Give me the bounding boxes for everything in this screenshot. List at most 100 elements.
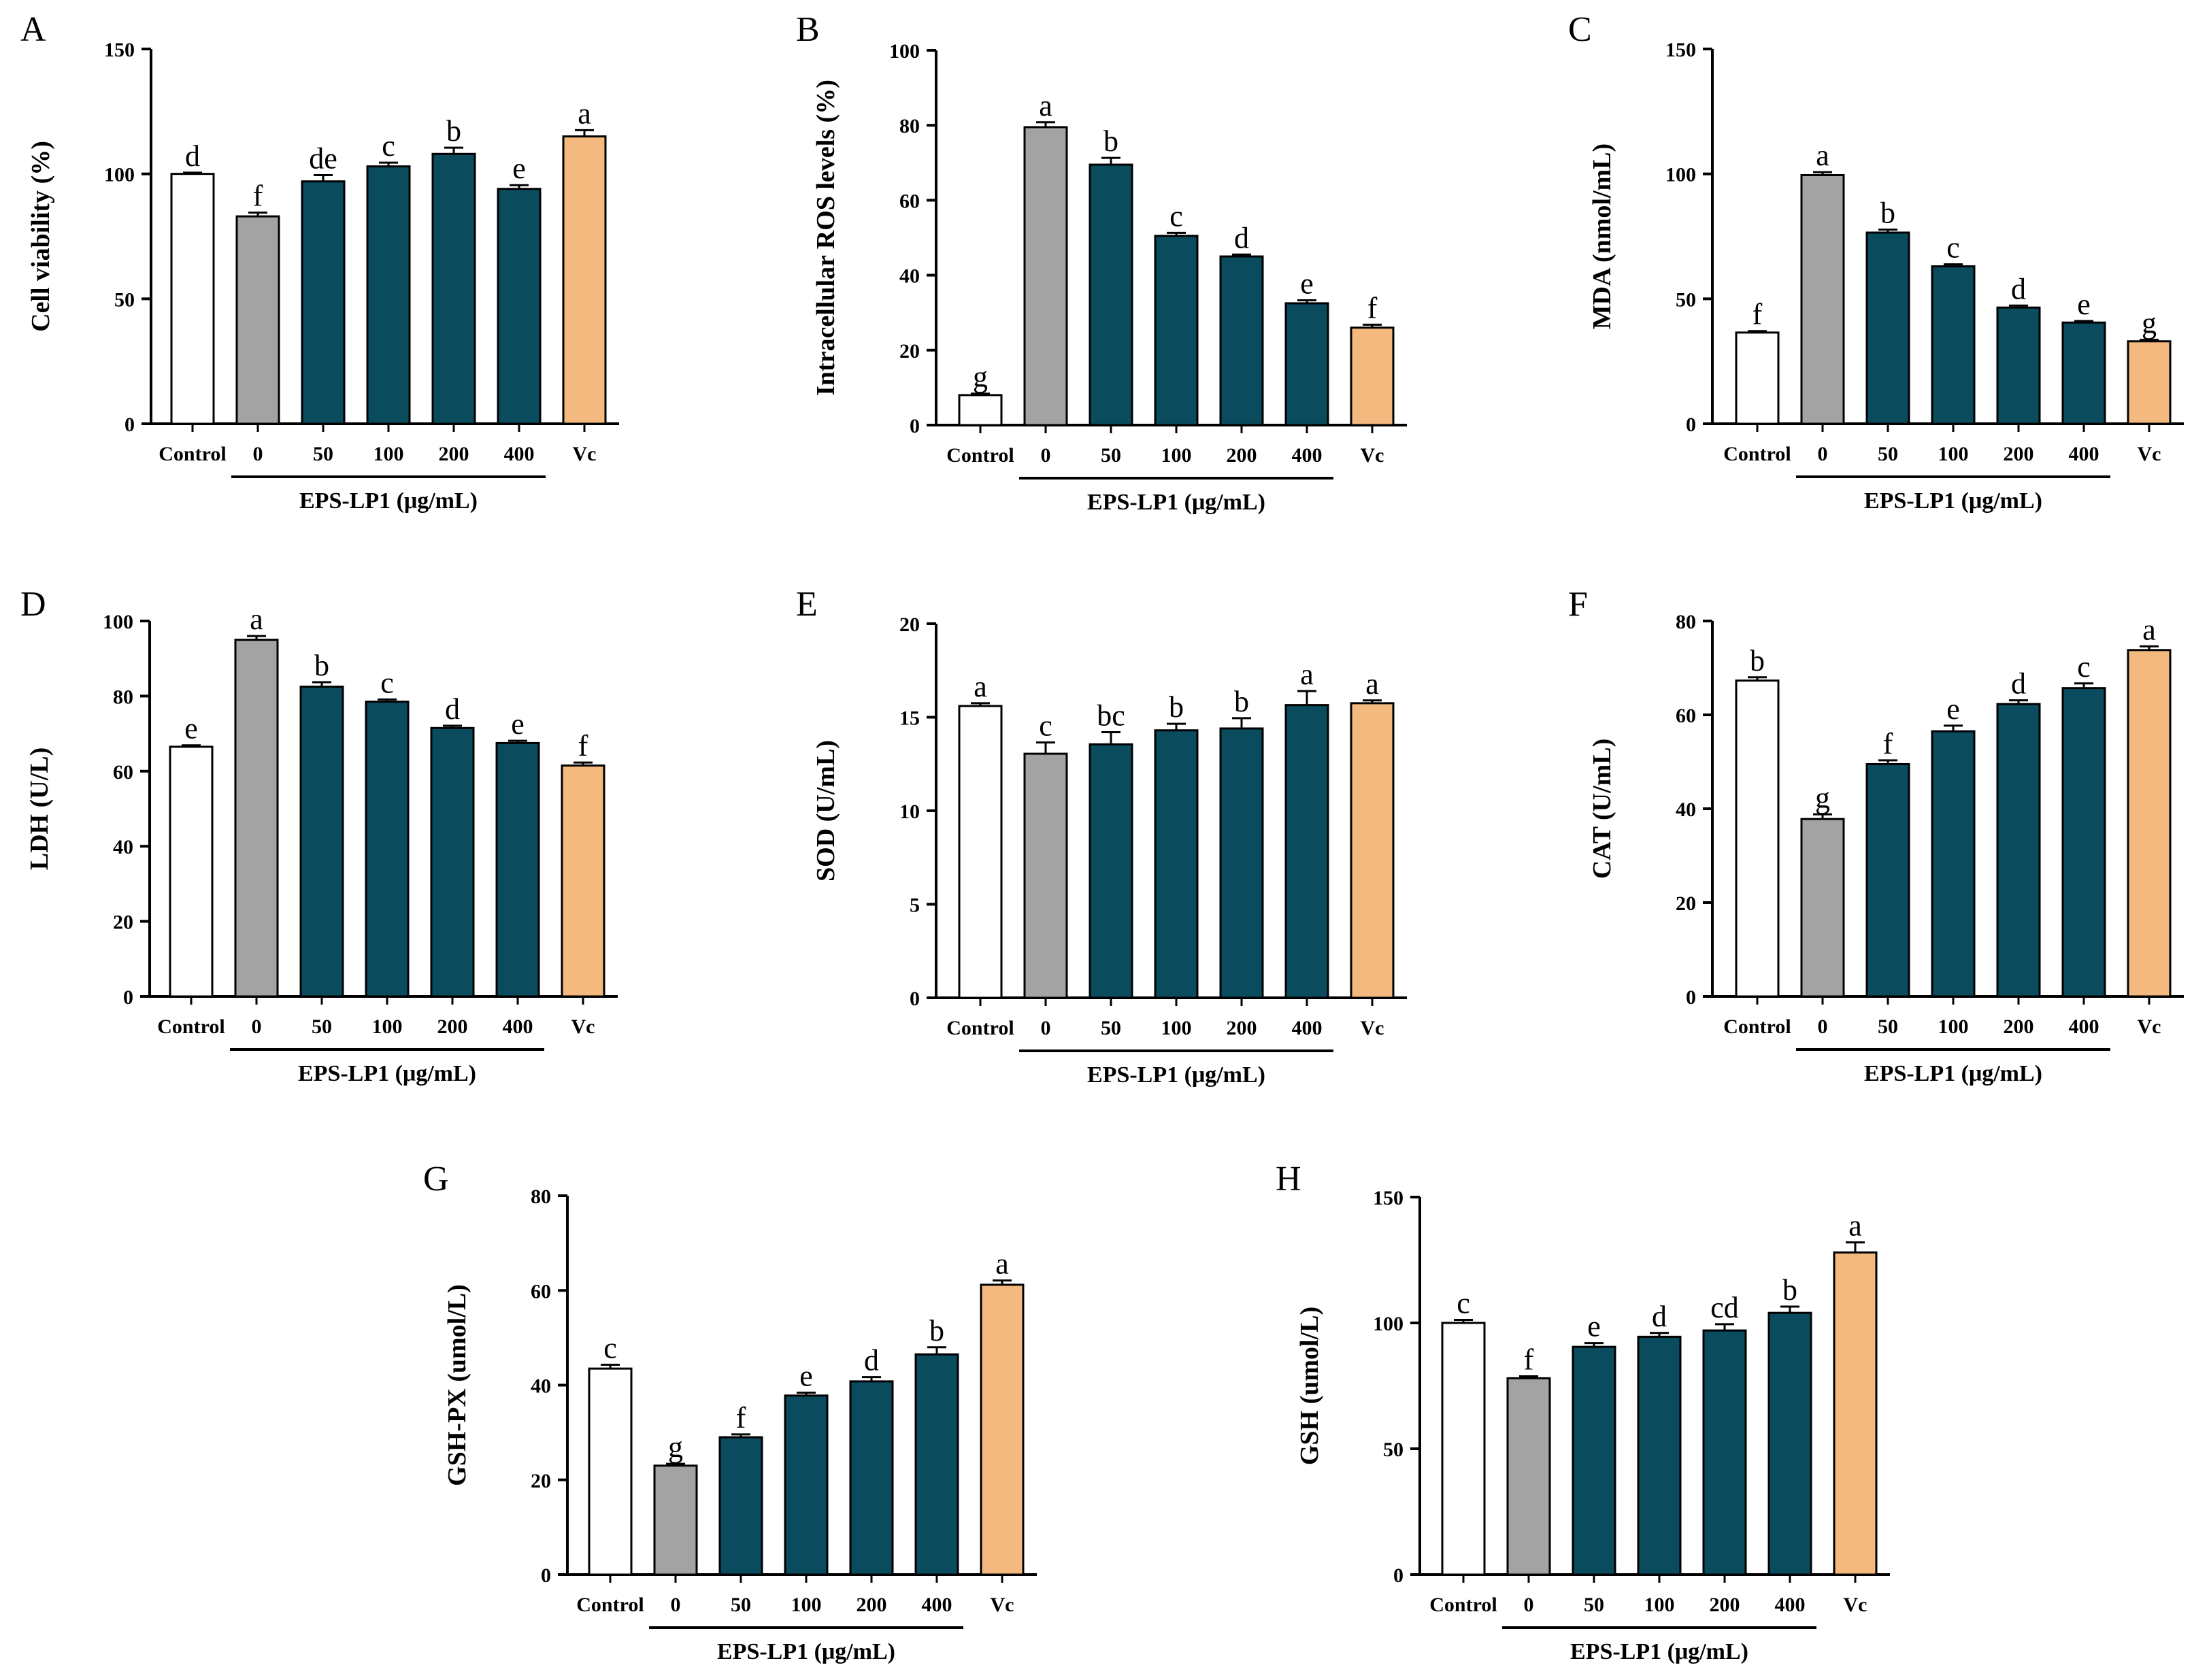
y-tick-label: 50 (1676, 288, 1696, 311)
significance-label: g (973, 360, 988, 394)
y-tick-label: 100 (104, 164, 135, 186)
x-tick-label: 200 (1710, 1594, 1740, 1616)
bar (1931, 265, 1976, 425)
bar (1023, 126, 1068, 426)
y-tick-label: 0 (1686, 414, 1696, 436)
bar (1572, 1345, 1616, 1576)
significance-label: d (445, 692, 460, 726)
bar (1284, 704, 1329, 999)
x-tick-label: 0 (1524, 1594, 1534, 1616)
bar (1833, 1251, 1878, 1576)
x-tick-label: 0 (671, 1594, 681, 1616)
y-tick-label: 50 (114, 288, 135, 311)
bar (2061, 687, 2106, 998)
x-tick-label: Vc (1361, 1017, 1384, 1039)
group-label: EPS-LP1 (μg/mL) (1087, 1062, 1265, 1088)
x-tick-label: 0 (252, 1015, 262, 1038)
panel-letter: C (1568, 10, 1592, 49)
x-tick-label: 0 (1041, 1017, 1051, 1039)
y-tick-label: 150 (1373, 1187, 1404, 1209)
bar (958, 394, 1003, 426)
significance-label: c (380, 666, 394, 699)
significance-label: cd (1710, 1291, 1739, 1324)
significance-label: e (2077, 288, 2091, 321)
bar (1219, 255, 1264, 426)
y-tick-label: 80 (899, 115, 920, 137)
bar (234, 639, 279, 998)
bar (849, 1380, 894, 1576)
x-tick-label: 200 (1227, 1017, 1257, 1039)
x-tick-label: Control (159, 443, 226, 465)
x-tick-label: Control (946, 444, 1014, 467)
y-tick-label: 0 (910, 988, 920, 1010)
significance-label: f (253, 180, 263, 213)
y-tick-label: 150 (1665, 39, 1696, 61)
x-tick-label: Control (1723, 1015, 1791, 1038)
x-tick-label: Vc (1844, 1594, 1867, 1616)
x-tick-label: 200 (2004, 443, 2034, 465)
group-label: EPS-LP1 (μg/mL) (1087, 490, 1265, 515)
group-label: EPS-LP1 (μg/mL) (717, 1639, 895, 1664)
chart-panel-b: B 0 20 40 60 80 100 Intracellular ROS levels (%… (796, 10, 1407, 515)
bar (299, 686, 344, 998)
significance-label: e (1587, 1310, 1601, 1343)
y-tick-label: 0 (1686, 986, 1696, 1009)
significance-label: a (974, 670, 987, 703)
significance-label: f (1753, 298, 1763, 331)
group-label: EPS-LP1 (μg/mL) (1864, 488, 2042, 514)
x-tick-label: 50 (312, 1015, 332, 1038)
y-tick-label: 20 (899, 614, 920, 636)
y-tick-label: 100 (1665, 164, 1696, 186)
x-tick-label: 400 (1292, 1017, 1323, 1039)
x-tick-label: 50 (313, 443, 333, 465)
x-tick-label: Vc (2138, 443, 2161, 465)
bar (914, 1353, 959, 1576)
bar (497, 188, 542, 425)
bar (495, 741, 540, 998)
panel-letter: F (1568, 585, 1588, 624)
bar (2127, 340, 2172, 425)
x-tick-label: 200 (437, 1015, 468, 1038)
bar (1865, 762, 1910, 998)
panel-letter: D (20, 585, 46, 624)
chart-panel-d: D 0 20 40 60 80 100 LDH (U/L) e Control a 0 b 50 c 100 d… (20, 585, 618, 1086)
bar (561, 765, 605, 998)
y-tick-label: 150 (104, 39, 135, 61)
x-tick-label: 100 (372, 1015, 403, 1038)
bar (1089, 163, 1133, 426)
group-label: EPS-LP1 (μg/mL) (1864, 1061, 2042, 1086)
chart-panel-c: C 0 50 100 150 MDA (nmol/mL) f Control a 0 b 50 c 100… (1568, 10, 2184, 514)
chart-panel-g: G 0 20 40 60 80 GSH-PX (umol/L) c Control g 0 f 50 e 1… (423, 1160, 1037, 1664)
significance-label: a (2142, 613, 2156, 646)
x-tick-label: 50 (1101, 444, 1121, 467)
bar (1702, 1329, 1747, 1576)
x-tick-label: Control (1723, 443, 1791, 465)
bar (980, 1283, 1025, 1576)
significance-label: b (314, 649, 329, 682)
bar (1735, 331, 1780, 425)
x-tick-label: Control (157, 1015, 225, 1038)
y-axis-label: Cell viability (%) (27, 141, 55, 332)
significance-label: d (2011, 272, 2026, 305)
significance-label: b (446, 114, 461, 148)
y-tick-label: 80 (113, 686, 133, 708)
group-label: EPS-LP1 (μg/mL) (299, 488, 478, 514)
y-tick-label: 20 (1676, 892, 1696, 915)
bar (366, 165, 411, 425)
y-tick-label: 80 (1676, 611, 1696, 633)
significance-label: a (578, 97, 591, 130)
x-tick-label: 0 (1818, 1015, 1828, 1038)
bar (1350, 326, 1395, 426)
bar (562, 135, 607, 425)
significance-label: e (799, 1360, 813, 1393)
x-tick-label: Control (1429, 1594, 1497, 1616)
bar (301, 180, 346, 425)
y-tick-label: 40 (531, 1375, 551, 1398)
x-tick-label: Vc (571, 1015, 595, 1038)
chart-panel-a: A 0 50 100 150 Cell viability (%) d Control f 0 de… (20, 10, 619, 514)
y-tick-label: 0 (910, 415, 920, 437)
significance-label: b (1880, 197, 1895, 230)
bar (1800, 174, 1845, 425)
significance-label: g (668, 1430, 683, 1464)
